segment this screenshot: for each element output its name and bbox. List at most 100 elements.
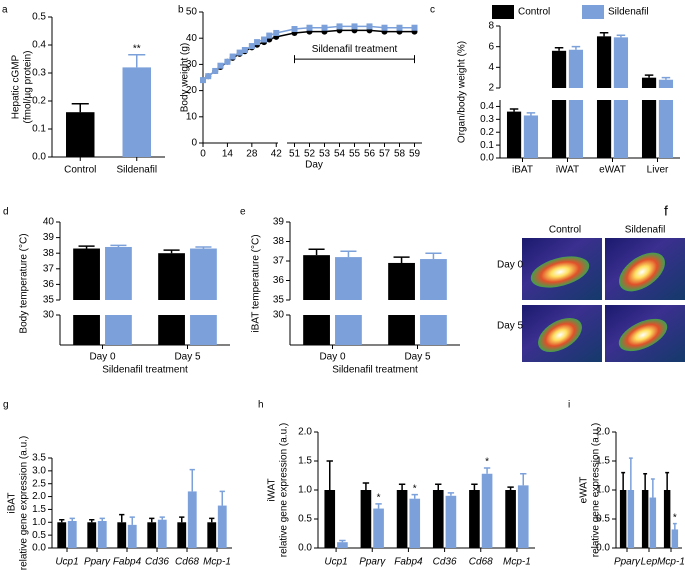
bar xyxy=(158,253,185,300)
error-bar xyxy=(599,31,609,37)
marker xyxy=(321,24,328,31)
x-axis-label: Sildenafil treatment xyxy=(102,365,188,376)
error-bar xyxy=(195,246,212,249)
bar xyxy=(388,315,415,345)
error-bar xyxy=(59,518,65,523)
bar xyxy=(613,100,629,158)
significance: * xyxy=(673,512,677,523)
bar xyxy=(57,522,67,548)
bar xyxy=(303,255,330,300)
marker xyxy=(236,49,243,56)
error-bar xyxy=(628,457,633,490)
bar xyxy=(187,491,197,548)
marker xyxy=(411,24,418,31)
bar xyxy=(335,257,362,300)
panel-letter: b xyxy=(178,5,184,16)
annotation: Sildenafil treatment xyxy=(312,44,398,55)
bar xyxy=(568,49,584,88)
panel-letter: d xyxy=(3,207,9,218)
y-tick-label: 30 xyxy=(43,310,55,321)
y-tick-label: 0.3 xyxy=(32,68,46,79)
y-tick-label: 40 xyxy=(186,33,198,44)
bar xyxy=(127,524,137,548)
bar xyxy=(105,315,132,345)
y-tick-label: 1.0 xyxy=(298,485,312,496)
thermal-mouse xyxy=(538,317,582,353)
panel-letter: a xyxy=(2,5,8,16)
y-tick-label: 1.5 xyxy=(298,456,312,467)
bar xyxy=(641,100,657,158)
column-label: Sildenafil xyxy=(625,225,666,236)
bar xyxy=(105,246,132,300)
x-tick-label: Fabp4 xyxy=(113,557,142,568)
significance: ** xyxy=(133,43,141,54)
significance: * xyxy=(377,493,381,504)
bar xyxy=(649,497,657,548)
y-tick-label: 1.0 xyxy=(32,517,46,528)
y-tick-label: 0.1 xyxy=(32,124,46,135)
y-tick-label: 30 xyxy=(273,310,285,321)
bar xyxy=(190,315,217,345)
error-bar xyxy=(69,517,75,521)
bar xyxy=(658,100,674,158)
error-bar xyxy=(650,478,655,498)
error-bar xyxy=(393,256,410,263)
y-tick-label: 2.5 xyxy=(32,478,46,489)
y-tick-label: 39 xyxy=(43,232,55,243)
y-tick-label: 0.5 xyxy=(32,530,46,541)
marker xyxy=(212,67,219,74)
marker xyxy=(200,77,206,84)
y-tick-label: 1.5 xyxy=(32,504,46,515)
bar xyxy=(177,522,187,548)
bar xyxy=(409,498,421,548)
x-tick-label: Mcp-1 xyxy=(503,557,531,568)
legend-label: Control xyxy=(518,7,550,18)
error-bar xyxy=(621,471,626,490)
y-tick-label: 1.5 xyxy=(596,456,610,467)
bar xyxy=(190,248,217,300)
thermal-mouse xyxy=(530,256,590,288)
y-tick-label: 0.2 xyxy=(32,96,46,107)
error-bar xyxy=(339,539,346,543)
panel-letter: h xyxy=(258,400,264,411)
y-axis-label: Body weight (g) xyxy=(180,43,191,112)
error-bar xyxy=(471,483,478,490)
y-axis-label: iBAT temperature (°C) xyxy=(251,234,262,332)
bar xyxy=(568,100,584,158)
y-tick-label: 6 xyxy=(488,41,494,52)
bar xyxy=(505,490,516,548)
y-tick-label: 36 xyxy=(273,275,285,286)
bar xyxy=(147,522,157,548)
y-tick-label: 0.5 xyxy=(596,514,610,525)
legend-label: Sildenafil xyxy=(608,7,649,18)
error-bar xyxy=(189,468,195,492)
marker xyxy=(261,36,268,43)
y-tick-label: 38 xyxy=(43,248,55,259)
x-tick-label: Cd68 xyxy=(469,557,493,568)
bar xyxy=(66,112,95,157)
error-bar xyxy=(179,516,185,523)
error-bar xyxy=(644,74,654,78)
bar xyxy=(641,77,657,88)
x-tick-label: 14 xyxy=(222,149,234,160)
bar xyxy=(157,519,167,548)
marker xyxy=(248,43,255,50)
y-axis-label: iBAT xyxy=(7,493,18,514)
row-label: Day 5 xyxy=(497,321,524,332)
y-tick-label: 0.4 xyxy=(32,40,46,51)
x-tick-label: Ucp1 xyxy=(55,557,78,568)
error-bar xyxy=(507,486,514,490)
marker xyxy=(229,53,236,60)
error-bar xyxy=(149,517,155,523)
y-tick-label: 2.0 xyxy=(298,427,312,438)
error-bar xyxy=(554,46,564,51)
y-tick-label: 2.0 xyxy=(32,491,46,502)
x-tick-label: Cd68 xyxy=(175,557,199,568)
marker xyxy=(366,23,373,30)
y-tick-label: 0.0 xyxy=(596,543,610,554)
x-tick-label: Mcp-1 xyxy=(657,557,685,568)
x-tick-label: 55 xyxy=(349,149,361,160)
marker xyxy=(254,39,261,46)
bar xyxy=(97,521,107,548)
